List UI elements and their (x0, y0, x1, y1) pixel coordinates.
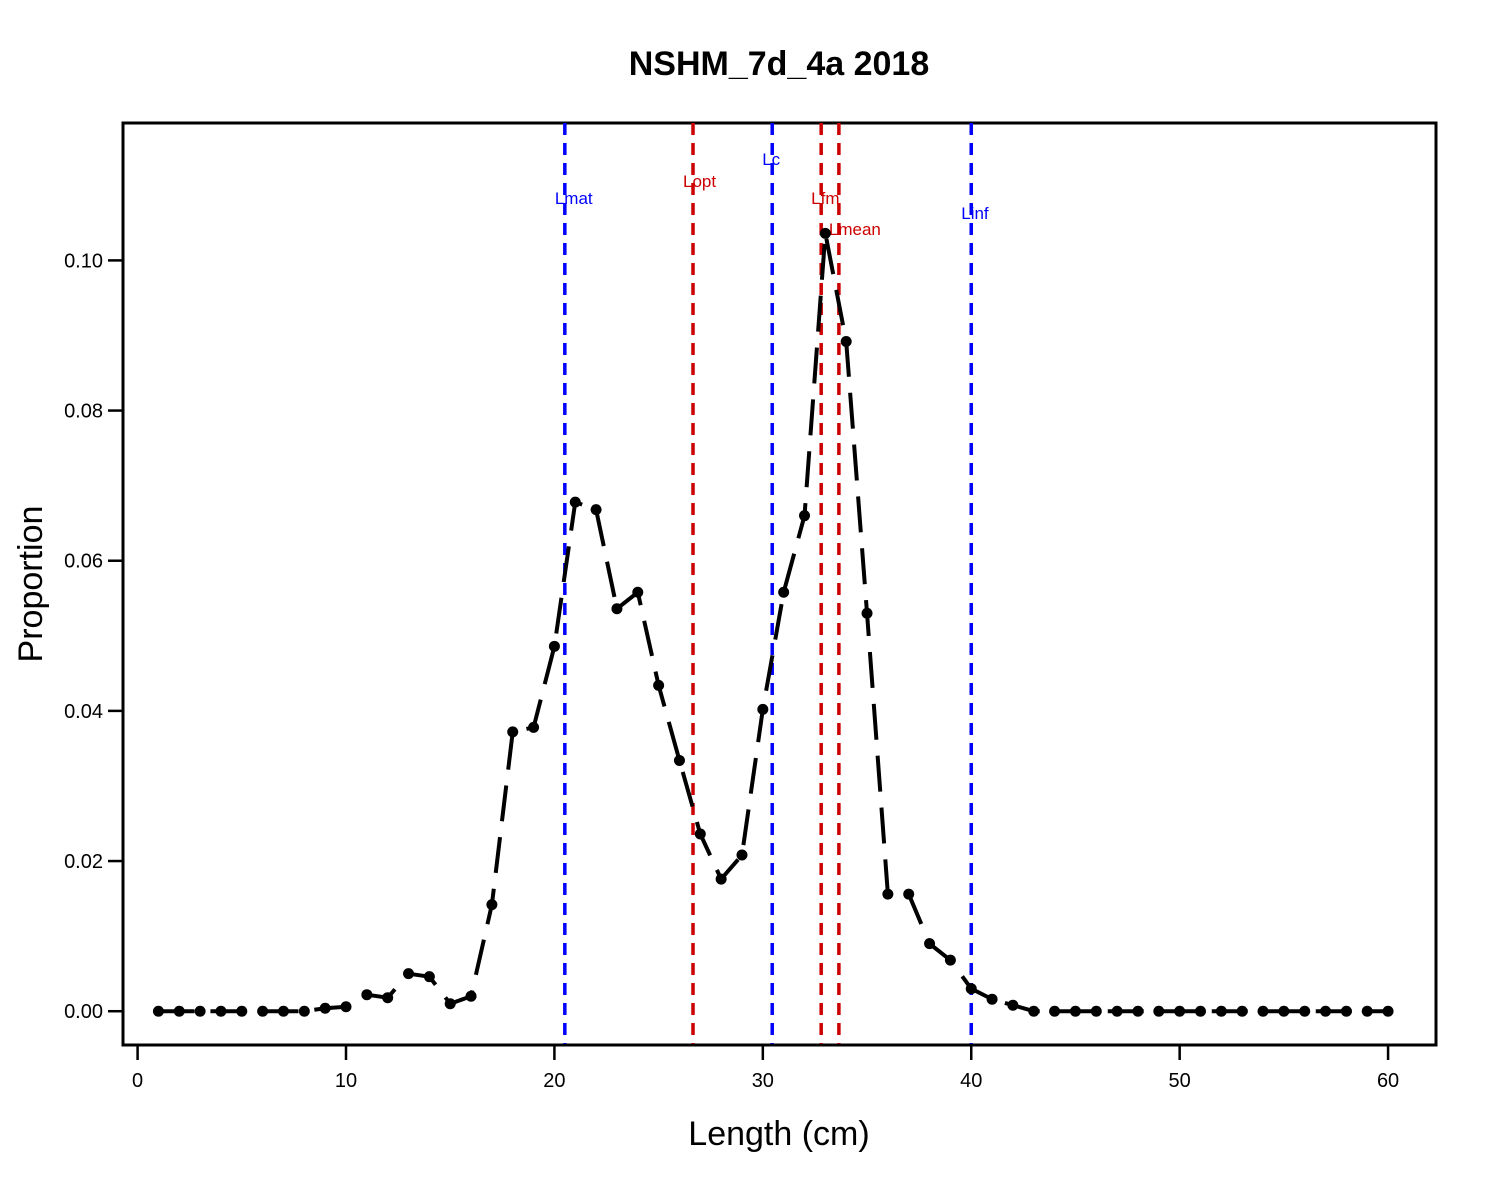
chart-title: NSHM_7d_4a 2018 (629, 45, 930, 83)
data-point (1278, 1005, 1290, 1017)
x-tick-label: 10 (335, 1070, 357, 1092)
data-point (1069, 1005, 1081, 1017)
data-point (1111, 1005, 1123, 1017)
reference-label-lmean: Lmean (829, 220, 881, 239)
data-point (611, 603, 623, 615)
y-tick-label: 0.06 (64, 551, 103, 573)
data-point (361, 989, 373, 1001)
x-tick-label: 0 (132, 1070, 143, 1092)
data-point (1132, 1005, 1144, 1017)
data-point (319, 1002, 331, 1014)
data-point (486, 899, 498, 911)
x-tick-label: 40 (960, 1070, 982, 1092)
data-point (444, 998, 456, 1010)
data-point (1340, 1005, 1352, 1017)
data-point (194, 1005, 206, 1017)
data-point (736, 849, 748, 861)
data-point (903, 888, 915, 900)
x-tick-label: 20 (543, 1070, 565, 1092)
data-point (382, 992, 394, 1004)
data-point (403, 968, 415, 980)
data-point (1194, 1005, 1206, 1017)
y-tick-label: 0.04 (64, 701, 103, 723)
data-point (423, 971, 435, 983)
data-point (757, 703, 769, 715)
data-point (215, 1005, 227, 1017)
x-axis-label: Length (cm) (688, 1115, 869, 1153)
y-tick-label: 0.02 (64, 851, 103, 873)
data-point (528, 721, 540, 733)
reference-label-lc: Lc (762, 150, 780, 169)
data-point (340, 1001, 352, 1013)
data-point (465, 990, 477, 1002)
data-point (715, 873, 727, 885)
data-point (1007, 999, 1019, 1011)
data-point (1090, 1005, 1102, 1017)
data-point (298, 1005, 310, 1017)
data-point (152, 1005, 164, 1017)
reference-label-lmat: Lmat (555, 189, 593, 208)
data-point (173, 1005, 185, 1017)
data-point (819, 227, 831, 239)
data-point (257, 1005, 269, 1017)
data-point (569, 496, 581, 508)
x-tick-label: 60 (1377, 1070, 1399, 1092)
data-point (799, 510, 811, 522)
reference-lines: Lmat Lopt Lc Lfm Lmean Linf (555, 123, 989, 1045)
data-point (507, 726, 519, 738)
reference-label-lopt: Lopt (683, 172, 716, 191)
data-point (673, 754, 685, 766)
x-tick-label: 30 (752, 1070, 774, 1092)
reference-label-lfm: Lfm (811, 189, 839, 208)
y-tick-label: 0.00 (64, 1001, 103, 1023)
data-point (1320, 1005, 1332, 1017)
y-tick-label: 0.10 (64, 250, 103, 272)
data-point (632, 586, 644, 598)
data-point (653, 679, 665, 691)
x-axis: 0 10 20 30 40 50 60 (132, 1043, 1399, 1092)
data-point (778, 586, 790, 598)
data-point (694, 828, 706, 840)
data-point (548, 640, 560, 652)
data-point (590, 504, 602, 516)
y-axis: 0.00 0.02 0.04 0.06 0.08 0.10 (64, 250, 125, 1023)
data-point (1236, 1005, 1248, 1017)
data-point (1153, 1005, 1165, 1017)
reference-label-linf: Linf (961, 204, 989, 223)
data-point (1215, 1005, 1227, 1017)
x-tick-label: 50 (1169, 1070, 1191, 1092)
data-point (277, 1005, 289, 1017)
y-tick-label: 0.08 (64, 401, 103, 423)
data-point (1257, 1005, 1269, 1017)
series-layer (152, 227, 1394, 1017)
plot-frame (121, 121, 1438, 1047)
data-point (882, 888, 894, 900)
data-point (1299, 1005, 1311, 1017)
data-point (1028, 1005, 1040, 1017)
data-point (861, 607, 873, 619)
data-point (236, 1005, 248, 1017)
data-point (1382, 1005, 1394, 1017)
data-point (1174, 1005, 1186, 1017)
data-point (986, 993, 998, 1005)
data-point (924, 938, 936, 950)
data-point (944, 954, 956, 966)
data-point (965, 983, 977, 995)
y-axis-label: Proportion (12, 506, 50, 663)
data-point (1049, 1005, 1061, 1017)
data-point (840, 335, 852, 347)
data-point (1361, 1005, 1373, 1017)
